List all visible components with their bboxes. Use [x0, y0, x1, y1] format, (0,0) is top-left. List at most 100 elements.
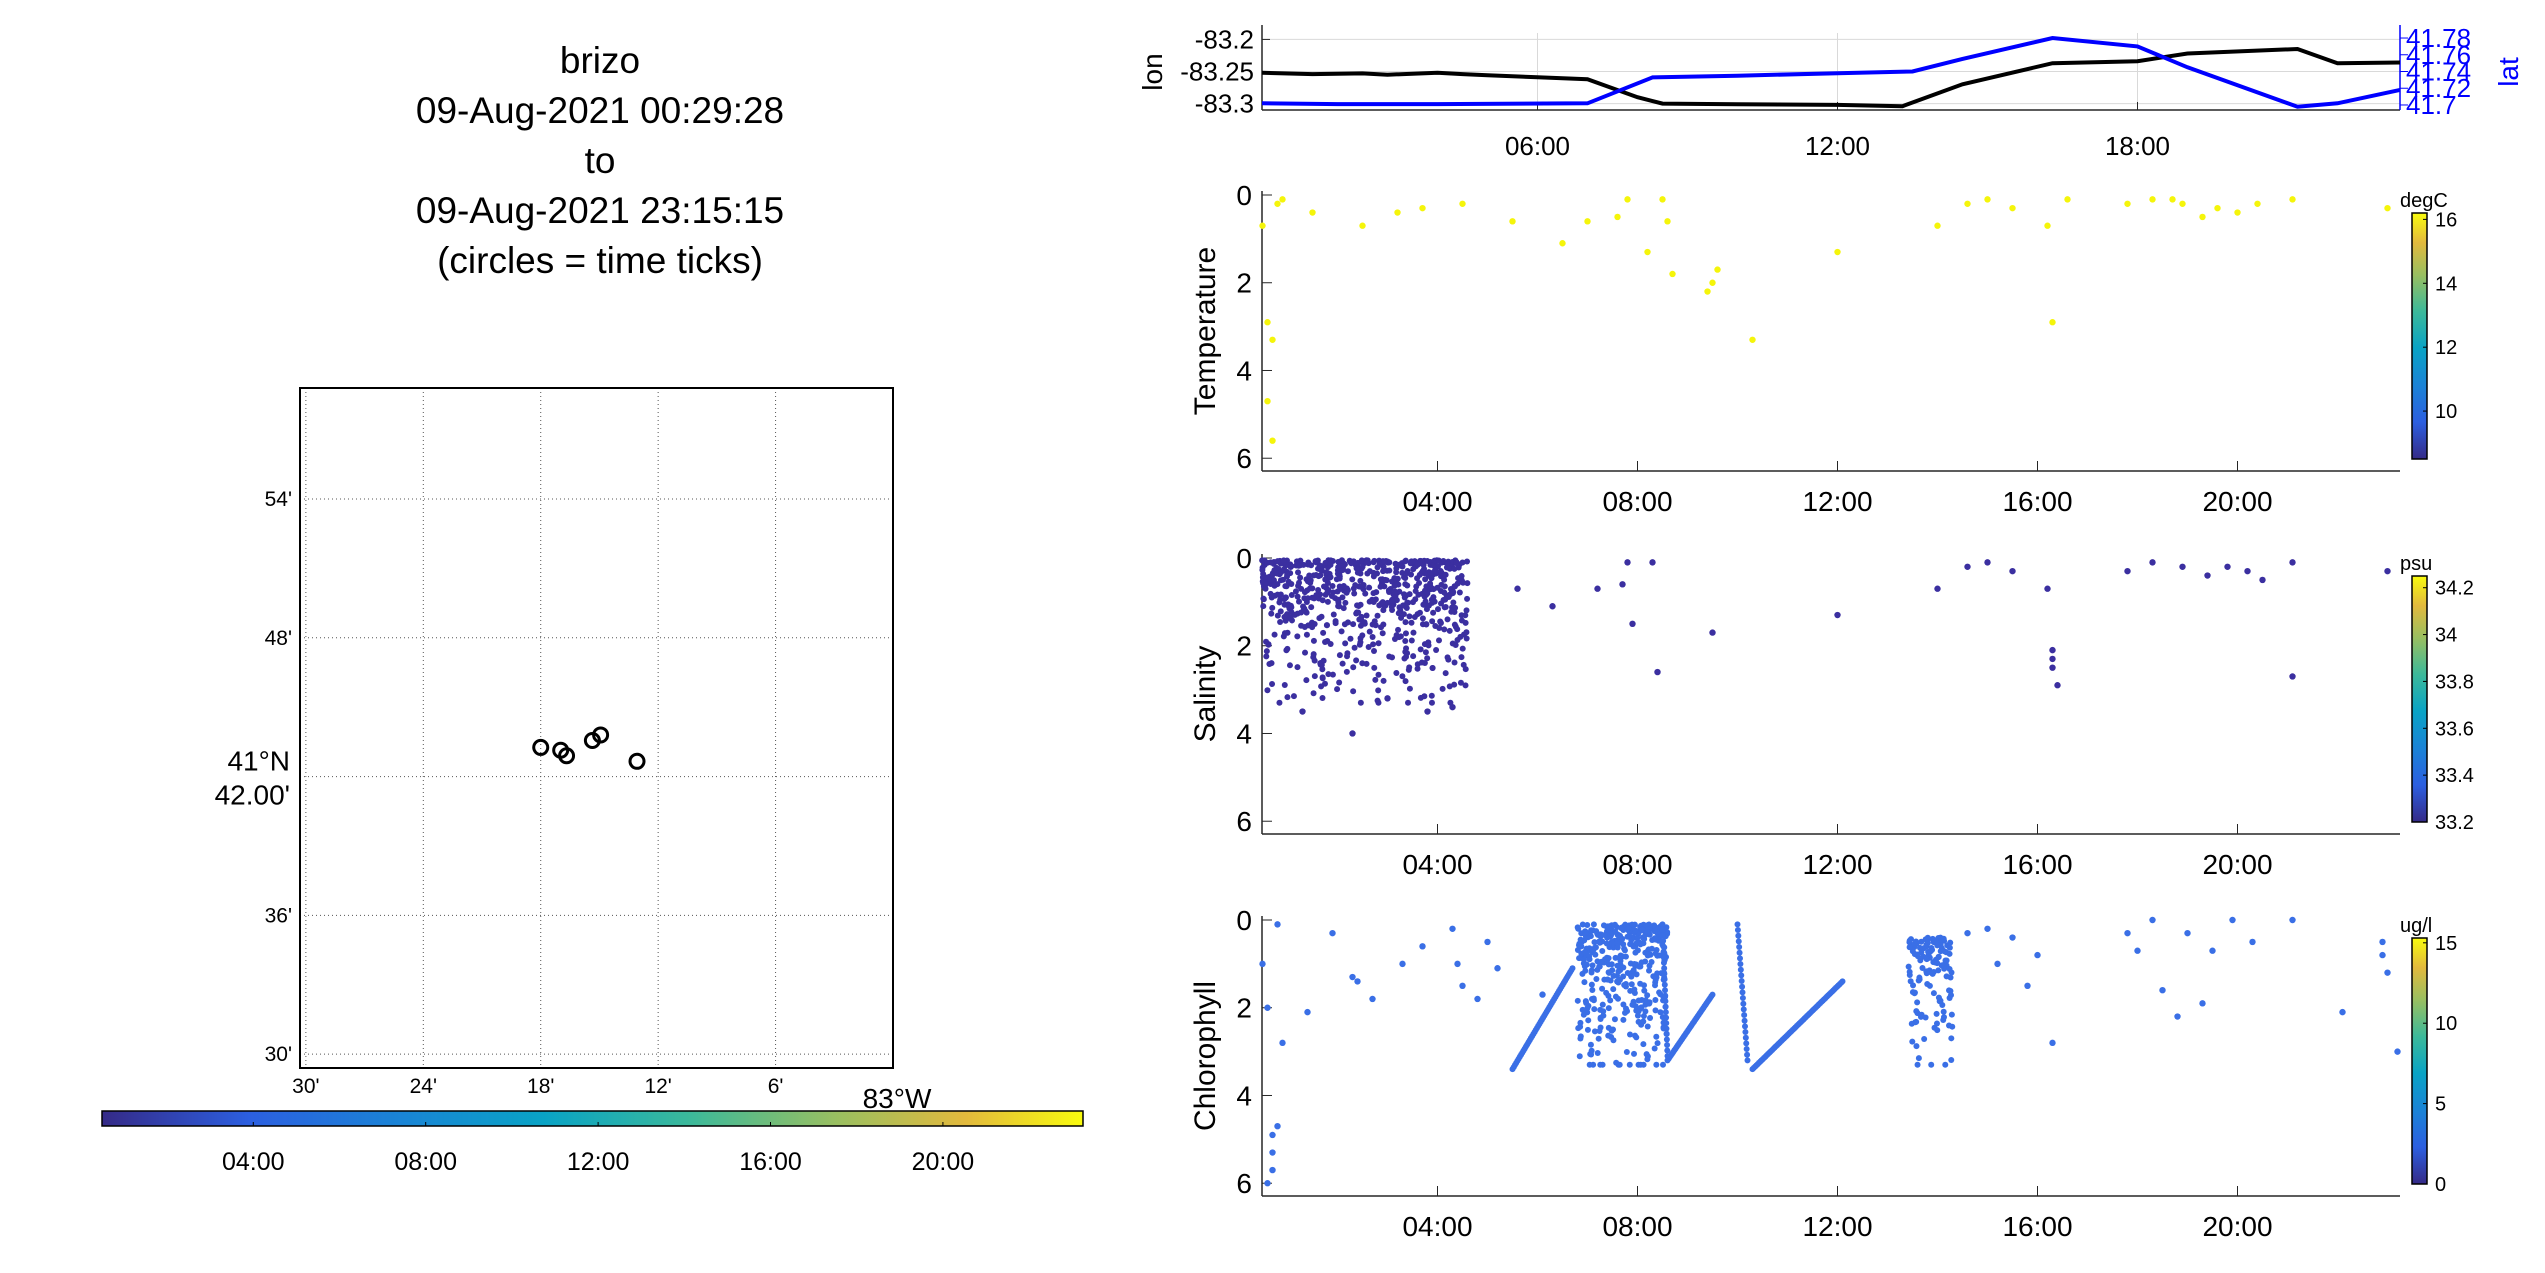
chlorophyll-point: [1603, 940, 1610, 947]
salinity-point: [1311, 657, 1318, 664]
chlorophyll-point: [1269, 1131, 1276, 1139]
salinity-point: [1417, 646, 1424, 653]
salinity-point: [1456, 589, 1463, 596]
salinity-point: [1268, 610, 1275, 617]
chlorophyll-point: [1629, 921, 1636, 928]
chlorophyll-point: [1640, 1018, 1647, 1025]
salinity-point: [1425, 642, 1432, 649]
salinity-tick-label-y: 6: [1236, 806, 1252, 837]
chlorophyll-point: [1663, 1020, 1670, 1027]
chlorophyll-colorbar-tick-label: 0: [2435, 1174, 2446, 1196]
salinity-point: [1296, 598, 1303, 605]
chlorophyll-point: [1620, 1016, 1627, 1023]
salinity-point: [1404, 599, 1411, 606]
chlorophyll-point: [1661, 976, 1668, 983]
chlorophyll-point: [1622, 953, 1629, 960]
lonlat-tick-label-right: 41.7: [2406, 90, 2457, 120]
salinity-point: [1285, 578, 1292, 585]
salinity-point: [2289, 673, 2296, 680]
salinity-point: [1402, 638, 1409, 645]
salinity-point: [1594, 585, 1601, 592]
salinity-point: [2289, 559, 2296, 566]
salinity-point: [1451, 621, 1458, 628]
chlorophyll-point: [1938, 962, 1945, 969]
salinity-point: [1446, 565, 1453, 572]
chlorophyll-point: [1642, 997, 1649, 1004]
salinity-point: [1340, 605, 1347, 612]
temperature-tick-label-x: 16:00: [2002, 486, 2072, 517]
chlorophyll-point: [1914, 1061, 1921, 1068]
salinity-point: [1434, 606, 1441, 613]
chlorophyll-point: [1906, 937, 1913, 944]
chlorophyll-point: [1935, 994, 1942, 1001]
map-lat-tick-label: 30': [265, 1043, 292, 1066]
lonlat-tick-label-right: 41.76: [2406, 40, 2471, 70]
salinity-point: [1358, 617, 1365, 624]
chlorophyll-point: [1926, 982, 1933, 989]
salinity-point: [1343, 585, 1350, 592]
chlorophyll-point: [1622, 981, 1629, 988]
map-panel: 54' 48' 41°N42.00' 36' 30'30' 24' 18' 12' 6' 83°W: [215, 387, 932, 1114]
salinity-point: [1459, 645, 1466, 652]
chlorophyll-point: [1652, 1007, 1659, 1014]
salinity-point: [1457, 679, 1464, 686]
temperature-point: [1659, 196, 1666, 203]
chlorophyll-tick-label-y: 6: [1236, 1168, 1252, 1199]
salinity-point: [1386, 567, 1393, 574]
chlorophyll-point: [1634, 1012, 1641, 1019]
salinity-point: [1451, 681, 1458, 688]
chlorophyll-point: [1663, 1014, 1670, 1021]
chlorophyll-point: [1743, 1046, 1750, 1053]
salinity-point: [1430, 594, 1437, 601]
salinity-point: [2054, 682, 2061, 689]
chlorophyll-point: [1633, 1034, 1640, 1041]
title-start-time: 09-Aug-2021 00:29:28: [415, 90, 785, 131]
chlorophyll-point: [2034, 951, 2041, 959]
chlorophyll-point: [1741, 1012, 1748, 1019]
salinity-point: [1307, 577, 1314, 584]
salinity-point: [1269, 572, 1276, 579]
chlorophyll-point: [1914, 951, 1921, 958]
salinity-point: [1429, 665, 1436, 672]
chlorophyll-point: [1925, 948, 1932, 955]
chlorophyll-point: [1662, 998, 1669, 1005]
salinity-point: [1310, 690, 1317, 697]
salinity-point: [1422, 649, 1429, 656]
temperature-point: [1709, 279, 1716, 286]
chlorophyll-point: [1574, 924, 1581, 931]
salinity-point: [1260, 595, 1267, 602]
chlorophyll-point: [1663, 1031, 1670, 1038]
salinity-point: [1336, 575, 1343, 582]
chlorophyll-point: [1635, 1061, 1642, 1068]
salinity-point: [1386, 559, 1393, 566]
temperature-point: [1984, 196, 1991, 203]
salinity-colorbar-tick-label: 34.2: [2435, 578, 2474, 600]
salinity-tick-label-y: 2: [1236, 631, 1252, 662]
salinity-point: [1397, 633, 1404, 640]
chlorophyll-point: [1612, 928, 1619, 935]
chlorophyll-point: [1604, 976, 1611, 983]
salinity-point: [1350, 621, 1357, 628]
chlorophyll-colorbar-tick-label: 15: [2435, 933, 2457, 955]
chlorophyll-point: [1591, 939, 1598, 946]
salinity-point: [1294, 593, 1301, 600]
chlorophyll-point: [1654, 1040, 1661, 1047]
salinity-point: [1364, 570, 1371, 577]
chlorophyll-point: [1637, 980, 1644, 987]
chlorophyll-point: [1618, 925, 1625, 932]
salinity-point: [1343, 589, 1350, 596]
chlorophyll-point: [1734, 927, 1741, 934]
chlorophyll-point: [1627, 987, 1634, 994]
salinity-point: [1280, 633, 1287, 640]
salinity-point: [1448, 608, 1455, 615]
salinity-point: [1357, 699, 1364, 706]
chlorophyll-point: [1614, 962, 1621, 969]
chlorophyll-point: [1449, 925, 1456, 932]
temperature-tick-label-y: 0: [1236, 180, 1252, 211]
chlorophyll-point: [1652, 996, 1659, 1003]
salinity-point: [1284, 571, 1291, 578]
chlorophyll-point: [1587, 933, 1594, 940]
chlorophyll-point: [1662, 987, 1668, 994]
chlorophyll-point: [1610, 1037, 1617, 1044]
map-lat-tick-label: 48': [265, 627, 292, 650]
